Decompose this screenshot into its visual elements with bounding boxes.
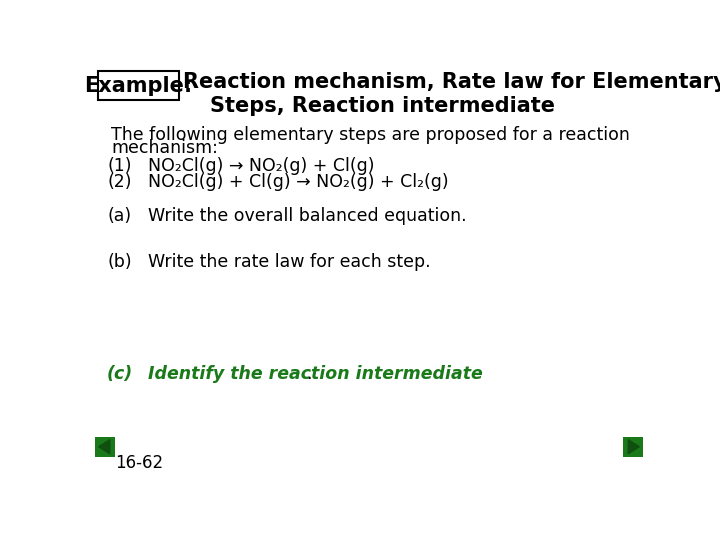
Text: Write the overall balanced equation.: Write the overall balanced equation. xyxy=(148,207,467,225)
Polygon shape xyxy=(629,440,639,454)
Bar xyxy=(624,437,644,457)
Text: mechanism:: mechanism: xyxy=(111,139,218,158)
Bar xyxy=(94,437,114,457)
Text: (c): (c) xyxy=(107,365,133,383)
Text: Identify the reaction intermediate: Identify the reaction intermediate xyxy=(148,365,483,383)
FancyBboxPatch shape xyxy=(98,71,179,100)
Text: Write the rate law for each step.: Write the rate law for each step. xyxy=(148,253,431,272)
Text: (a): (a) xyxy=(107,207,131,225)
Text: 16-62: 16-62 xyxy=(114,454,163,471)
Polygon shape xyxy=(99,440,109,454)
Text: (1): (1) xyxy=(107,157,132,175)
Text: .: . xyxy=(306,365,312,383)
Text: Reaction mechanism, Rate law for Elementary: Reaction mechanism, Rate law for Element… xyxy=(183,72,720,92)
Text: Example:: Example: xyxy=(84,76,192,96)
Text: NO₂Cl(g) → NO₂(g) + Cl(g): NO₂Cl(g) → NO₂(g) + Cl(g) xyxy=(148,157,374,175)
Text: Steps, Reaction intermediate: Steps, Reaction intermediate xyxy=(210,96,555,116)
Text: (b): (b) xyxy=(107,253,132,272)
Text: The following elementary steps are proposed for a reaction: The following elementary steps are propo… xyxy=(111,126,630,144)
Text: NO₂Cl(g) + Cl(g) → NO₂(g) + Cl₂(g): NO₂Cl(g) + Cl(g) → NO₂(g) + Cl₂(g) xyxy=(148,173,449,191)
Text: (2): (2) xyxy=(107,173,132,191)
